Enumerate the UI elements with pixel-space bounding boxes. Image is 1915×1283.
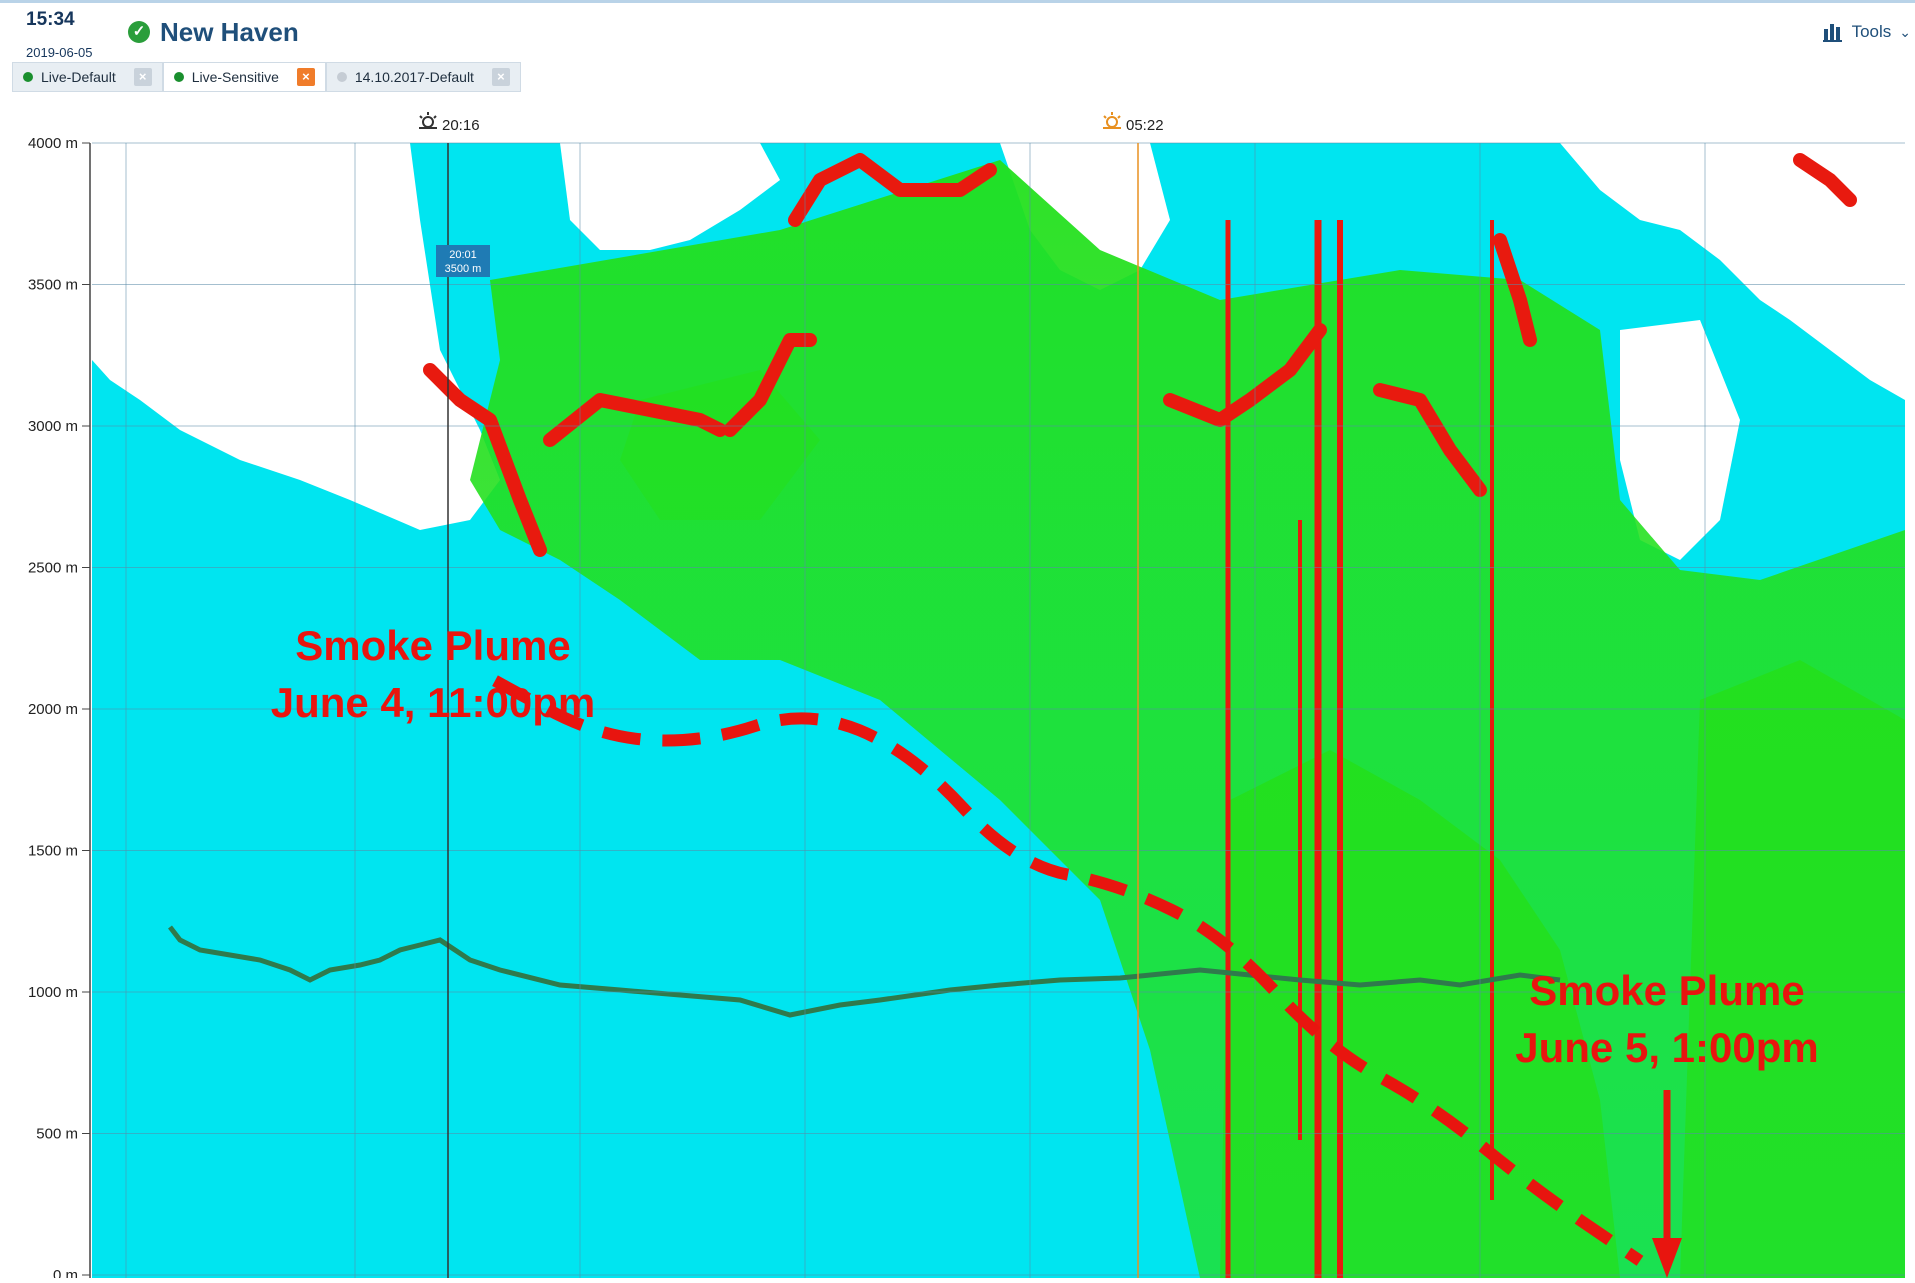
y-tick-label: 3500 m xyxy=(28,277,78,294)
plume-arrow xyxy=(1652,1090,1682,1278)
sun-markers: 20:16 05:22 xyxy=(419,112,1164,1278)
close-icon[interactable]: × xyxy=(296,68,315,86)
plume1-title: Smoke Plume xyxy=(295,622,570,669)
tab-label: Live-Default xyxy=(41,69,116,85)
tools-menu-button[interactable]: Tools ⌄ xyxy=(1822,21,1915,43)
vertical-precip-streaks xyxy=(1225,220,1494,1278)
grid-lines xyxy=(92,142,1905,1278)
y-tick-label: 0 m xyxy=(53,1267,78,1278)
profile-tabs: Live-Default × Live-Sensitive × 14.10.20… xyxy=(12,62,521,94)
clear-sky-region xyxy=(92,143,1905,560)
tab-live-sensitive[interactable]: Live-Sensitive × xyxy=(162,62,326,92)
sunrise-time: 05:22 xyxy=(1126,117,1164,134)
status-dot xyxy=(336,72,347,82)
tab-label: 14.10.2017-Default xyxy=(354,69,474,85)
cursor-time: 20:01 xyxy=(449,249,477,261)
chart-svg: 20:16 05:22 20:01 3500 m 0 m 500 m 1000 m 1… xyxy=(28,112,1905,1283)
y-tick-label: 1000 m xyxy=(28,984,78,1001)
current-time: 15:34 xyxy=(26,9,75,30)
bar-chart-icon xyxy=(1822,24,1842,42)
top-bar: 15:34 2019-06-05 ✓ New Haven Tools ⌄ xyxy=(0,0,1915,64)
plume1-date: June 4, 11:00pm xyxy=(271,679,596,726)
smoke-plume-path xyxy=(492,675,1644,1266)
plume2-title: Smoke Plume xyxy=(1529,967,1804,1014)
cursor-height: 3500 m xyxy=(445,263,482,275)
status-dot xyxy=(23,72,33,82)
y-tick-label: 1500 m xyxy=(28,843,78,860)
sunset-icon xyxy=(419,112,437,129)
close-icon[interactable]: × xyxy=(133,68,152,86)
y-tick-label: 4000 m xyxy=(28,135,78,152)
y-tick-label: 2000 m xyxy=(28,701,78,718)
y-axis-ticks: 0 m 500 m 1000 m 1500 m 2000 m 2500 m 3000 m 35… xyxy=(28,135,90,1283)
tab-label: Live-Sensitive xyxy=(191,69,279,85)
plume2-date: June 5, 1:00pm xyxy=(1515,1024,1818,1071)
current-date: 2019-06-05 xyxy=(26,45,93,60)
tools-label: Tools xyxy=(1851,22,1892,41)
sunset-time: 20:16 xyxy=(442,117,480,134)
site-name[interactable]: New Haven xyxy=(160,17,299,47)
close-icon[interactable]: × xyxy=(491,68,510,86)
chevron-down-icon: ⌄ xyxy=(1899,23,1911,40)
tab-live-default[interactable]: Live-Default × xyxy=(12,62,163,92)
y-tick-label: 2500 m xyxy=(28,560,78,577)
backscatter-chart[interactable]: 20:16 05:22 20:01 3500 m 0 m 500 m 1000 m 1… xyxy=(0,100,1915,1283)
tab-14-10-2017-default[interactable]: 14.10.2017-Default × xyxy=(325,62,521,92)
cloud-layer xyxy=(423,153,1857,557)
sunrise-icon xyxy=(1103,112,1121,129)
y-tick-label: 500 m xyxy=(36,1126,78,1143)
y-tick-label: 3000 m xyxy=(28,418,78,435)
cursor-tooltip: 20:01 3500 m xyxy=(436,245,490,277)
check-circle-icon: ✓ xyxy=(128,21,150,43)
status-dot xyxy=(173,72,184,82)
